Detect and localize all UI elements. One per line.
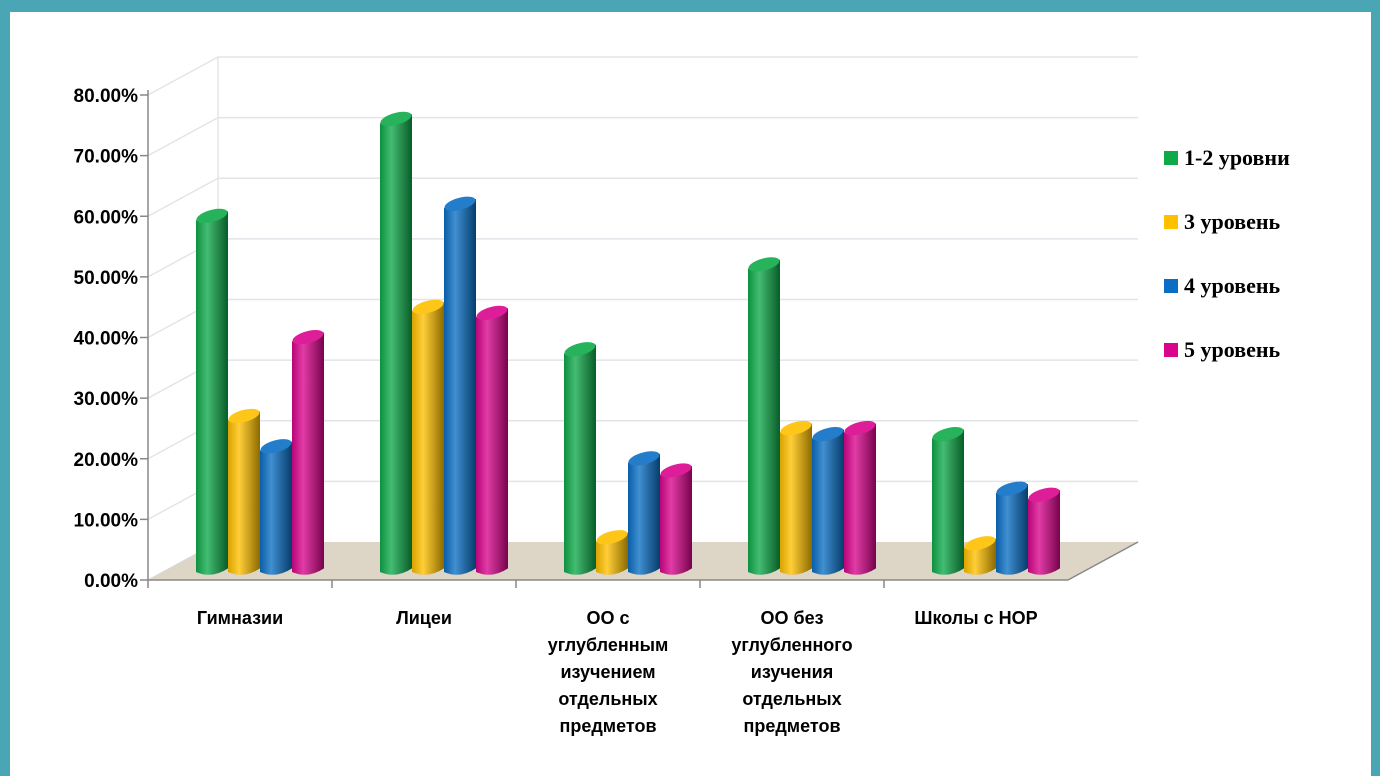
legend-label: 4 уровень	[1184, 273, 1281, 298]
legend-label: 1-2 уровни	[1184, 145, 1290, 170]
bar-body	[844, 422, 876, 575]
legend-entry: 5 уровень	[1164, 337, 1281, 362]
bar-cap	[596, 530, 628, 545]
bar-body	[260, 440, 292, 575]
bar	[996, 481, 1028, 575]
bar	[844, 420, 876, 575]
bar	[1028, 487, 1060, 575]
bar-body	[780, 422, 812, 575]
x-axis-labels: Гимназии Лицеи ОО с углубленным изучением отд…	[147, 580, 1038, 736]
bar-body	[196, 210, 228, 575]
bar-body	[628, 452, 660, 575]
bar	[596, 530, 628, 575]
x-category-label: Гимназии	[197, 608, 283, 628]
bar	[628, 451, 660, 575]
gridline	[147, 238, 1138, 278]
bar-cap	[260, 439, 292, 454]
bar	[228, 408, 260, 575]
bar	[564, 342, 596, 575]
legend-entry: 1-2 уровни	[1164, 145, 1290, 170]
bar-cap	[628, 451, 660, 466]
bar-body	[292, 331, 324, 575]
legend-entry: 4 уровень	[1164, 273, 1281, 298]
legend-swatch	[1164, 279, 1178, 293]
bar-cap	[932, 427, 964, 442]
bar-cap	[196, 208, 228, 223]
legend-label: 3 уровень	[1184, 209, 1281, 234]
bar	[932, 427, 964, 575]
bar	[412, 299, 444, 575]
bar-body	[996, 483, 1028, 575]
bar-body	[1028, 489, 1060, 575]
bar	[196, 208, 228, 575]
bar	[444, 196, 476, 575]
bar-cap	[964, 536, 996, 551]
floor-right-edge	[1067, 541, 1139, 581]
legend-swatch	[1164, 215, 1178, 229]
bar-cap	[476, 305, 508, 320]
bar-body	[380, 113, 412, 575]
bar-body	[228, 410, 260, 575]
y-axis-ticks: 0.00% 10.00% 20.00% 30.00% 40.00% 50.00% 60.00…	[74, 86, 1139, 592]
bar-cap	[564, 342, 596, 357]
y-tick-label: 40.00%	[74, 329, 139, 350]
bars	[196, 111, 1060, 575]
bar-cap	[444, 196, 476, 211]
bar-cap	[660, 463, 692, 478]
bar-body	[748, 258, 780, 575]
bar	[780, 420, 812, 575]
bar-body	[412, 301, 444, 575]
bar	[964, 536, 996, 575]
bar-body	[812, 428, 844, 575]
legend-swatch	[1164, 151, 1178, 165]
bar-cap	[228, 408, 260, 424]
legend-swatch	[1164, 343, 1178, 357]
bar	[260, 439, 292, 575]
bar-body	[932, 428, 964, 575]
x-category-label: Лицеи	[396, 608, 452, 628]
bar-cap	[780, 420, 812, 436]
bar	[812, 427, 844, 575]
legend: 1-2 уровни 3 уровень 4 уровень 5 уровень	[1164, 145, 1290, 362]
bar-cap	[748, 257, 780, 272]
bar-body	[444, 198, 476, 575]
y-tick-label: 80.00%	[74, 86, 139, 107]
x-category-label: ОО с углубленным изучением отдельных предмет…	[548, 608, 669, 736]
bar-body	[476, 307, 508, 575]
gridline	[147, 56, 1138, 96]
bar-cap	[380, 111, 412, 126]
bar	[748, 257, 780, 575]
y-tick-label: 70.00%	[74, 147, 139, 168]
bar-cap	[996, 481, 1028, 496]
bar-cap	[292, 330, 324, 345]
bar-cap	[412, 299, 444, 314]
gridline	[147, 298, 1138, 339]
gridline	[147, 177, 1138, 217]
bar-cap	[1028, 487, 1060, 502]
bar	[292, 330, 324, 575]
bar-cap	[812, 427, 844, 442]
legend-entry: 3 уровень	[1164, 209, 1281, 234]
bar-body	[660, 465, 692, 575]
x-category-label: Школы с НОР	[914, 608, 1037, 628]
gridline	[147, 116, 1138, 157]
x-category-label: ОО без углубленного изучения отдельных предм…	[731, 608, 852, 736]
y-tick-label: 60.00%	[74, 207, 139, 228]
bar-cap	[844, 420, 876, 436]
bar	[476, 305, 508, 575]
y-tick-label: 30.00%	[74, 389, 139, 410]
y-tick-label: 50.00%	[74, 268, 139, 289]
legend-label: 5 уровень	[1184, 337, 1281, 362]
y-tick-label: 0.00%	[84, 571, 138, 592]
bar	[660, 463, 692, 575]
y-tick-label: 10.00%	[74, 510, 139, 531]
bar-body	[564, 343, 596, 575]
y-tick-label: 20.00%	[74, 450, 139, 471]
bar	[380, 111, 412, 575]
